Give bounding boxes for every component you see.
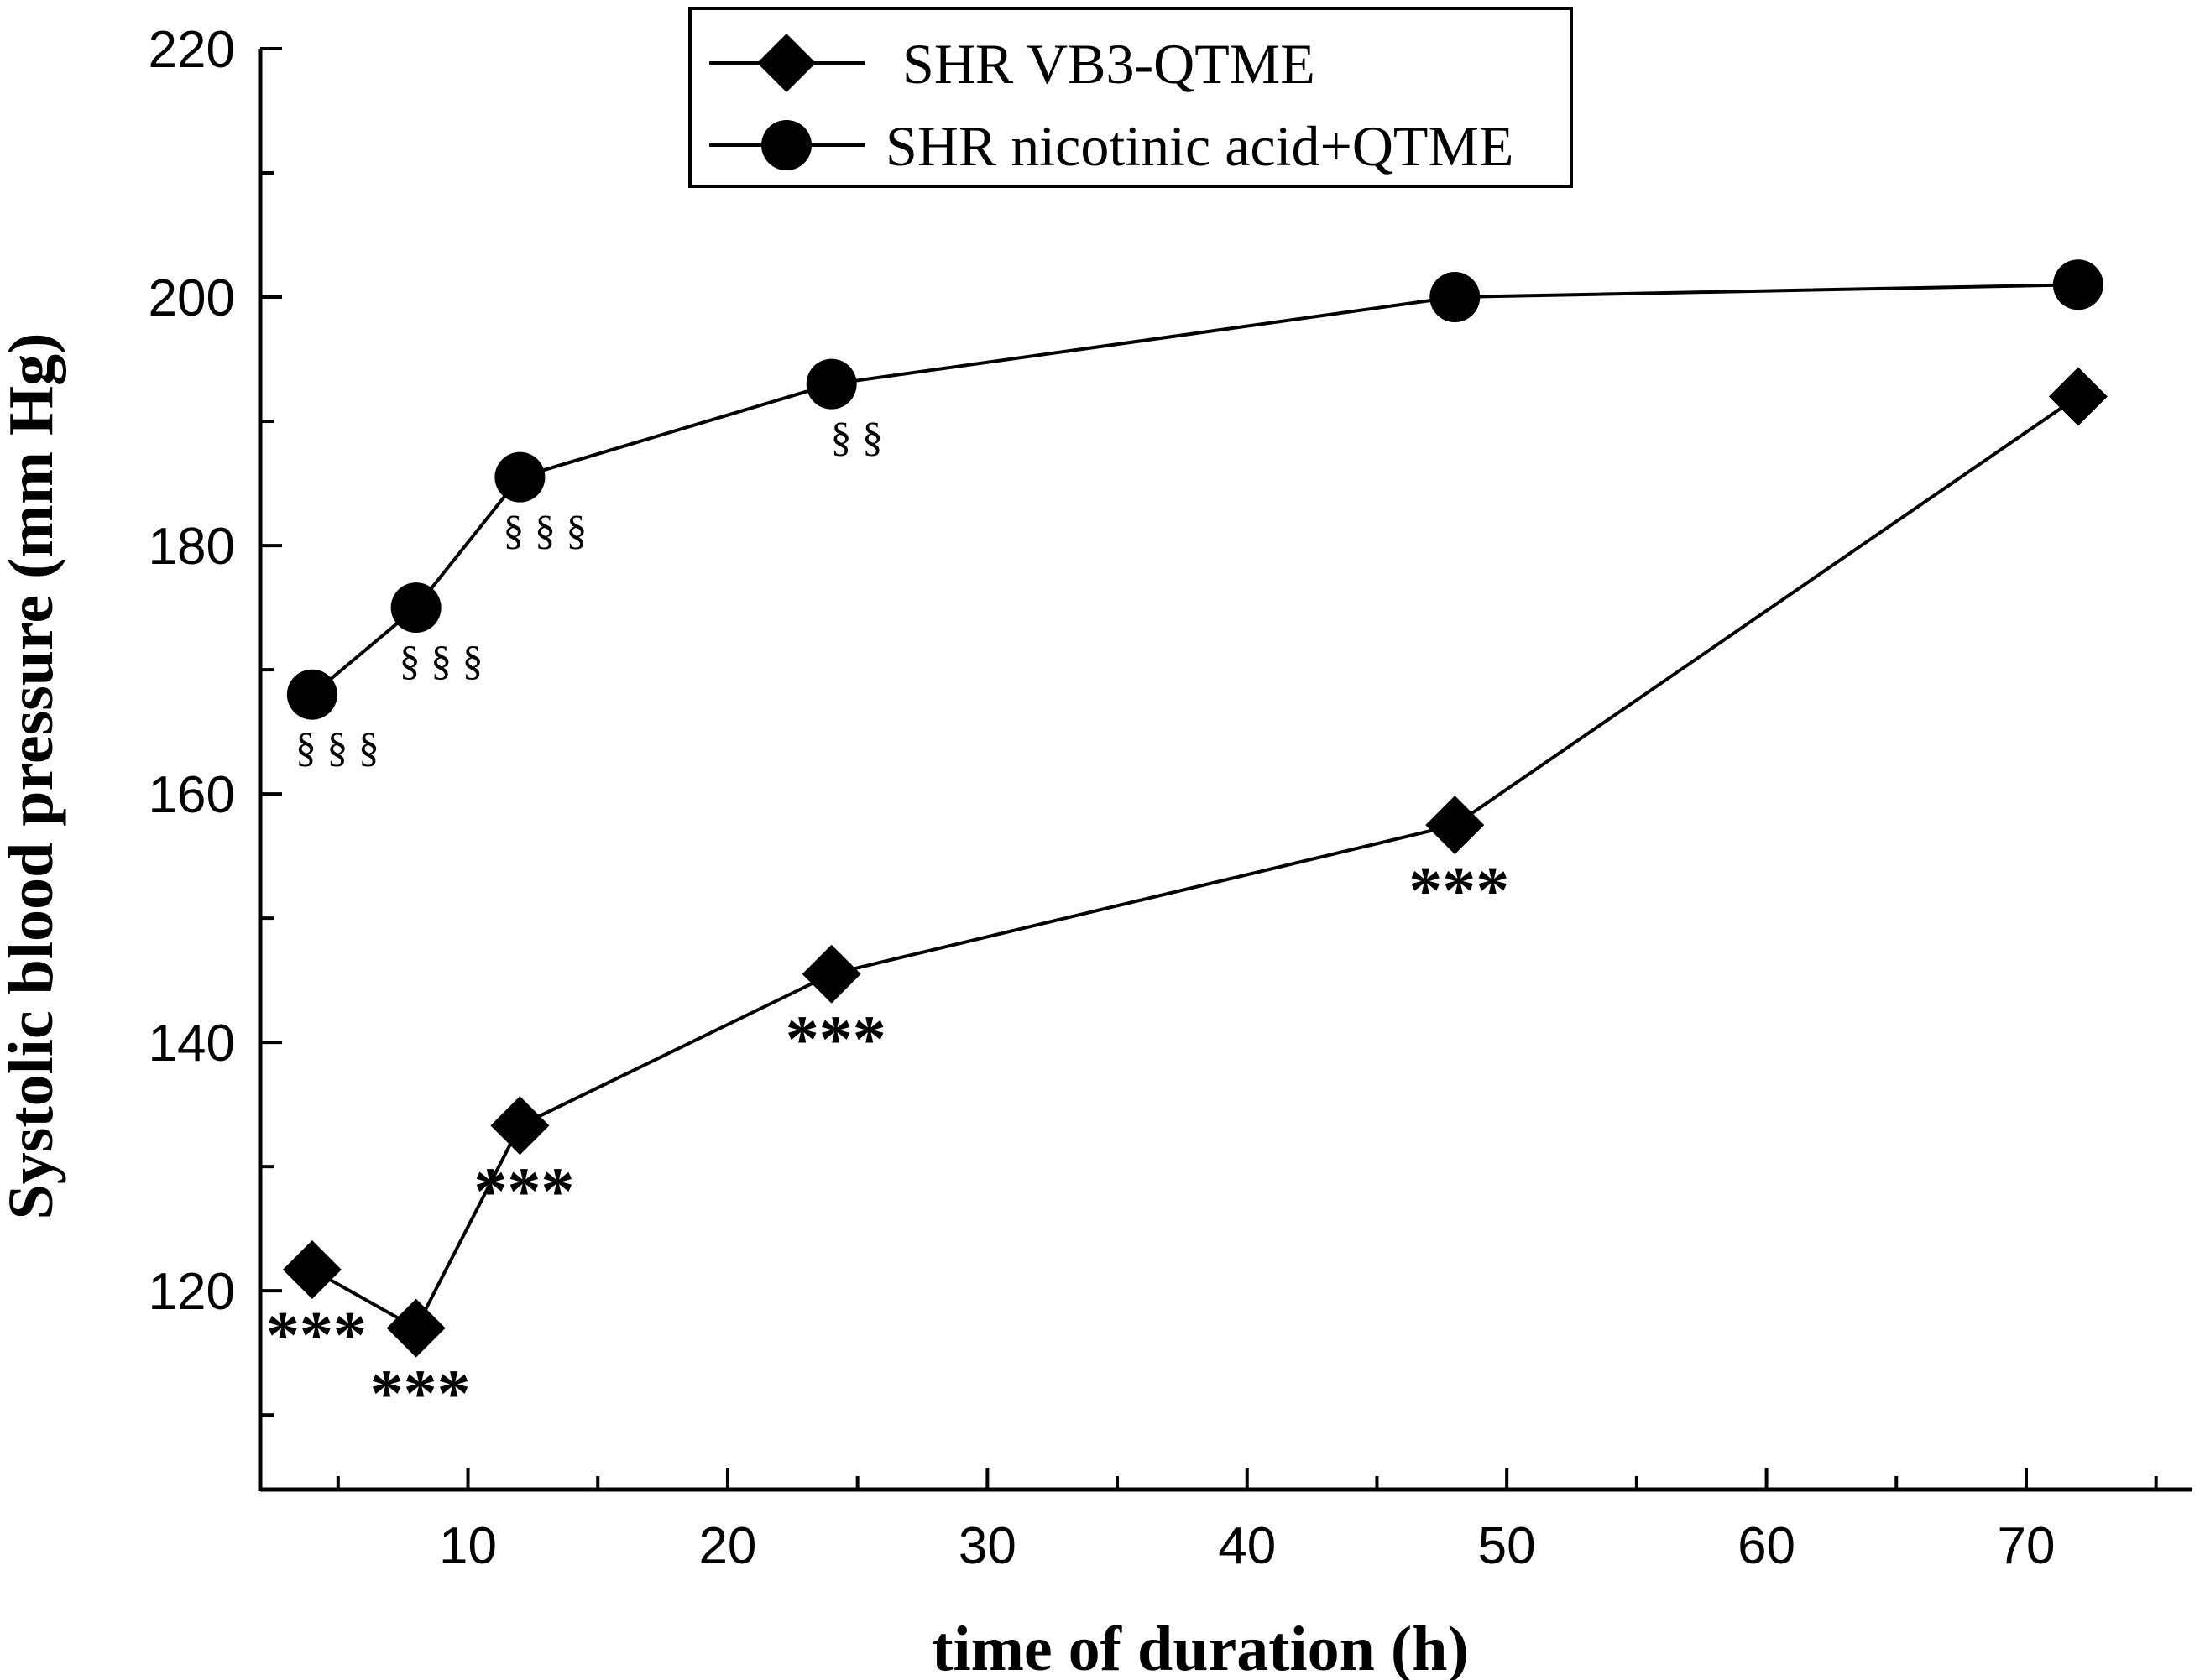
tick-marks — [260, 47, 2158, 1490]
x-tick-label: 60 — [1737, 1517, 1795, 1575]
data-point — [286, 669, 337, 720]
y-axis-title: Systolic blood pressure (mm Hg) — [0, 333, 66, 1220]
data-point — [806, 358, 857, 410]
data-point — [490, 1096, 550, 1156]
legend-marker — [761, 120, 812, 170]
series-1 — [282, 367, 2108, 1358]
legend-label: SHR VB3-QTME — [902, 32, 1315, 96]
legend-marker — [757, 34, 816, 92]
data-point — [1429, 272, 1481, 323]
annotation-layer: ***************§ § §§ § §§ § §§ § — [266, 414, 1509, 1432]
series-layer — [282, 259, 2108, 1358]
x-tick-label: 40 — [1218, 1517, 1276, 1575]
data-point — [2052, 259, 2103, 310]
data-point — [802, 944, 861, 1004]
data-point — [494, 451, 546, 503]
y-tick-label: 140 — [149, 1015, 235, 1072]
y-tick-label: 120 — [149, 1263, 235, 1321]
significance-sections: § § § — [503, 507, 587, 554]
x-tick-label: 10 — [439, 1517, 497, 1575]
significance-sections: § § — [830, 414, 883, 461]
x-tick-label: 30 — [959, 1517, 1016, 1575]
significance-stars: *** — [1408, 854, 1509, 928]
legend-label: SHR nicotinic acid+QTME — [886, 114, 1513, 178]
y-tick-label: 180 — [149, 518, 235, 576]
x-tick-label: 50 — [1478, 1517, 1536, 1575]
y-tick-label: 220 — [149, 21, 235, 79]
y-tick-label: 200 — [149, 269, 235, 327]
series-2 — [286, 259, 2103, 720]
axes — [258, 49, 2192, 1492]
significance-stars: *** — [786, 1004, 886, 1077]
x-tick-label: 20 — [698, 1517, 756, 1575]
y-tick-label: 160 — [149, 766, 235, 824]
significance-stars: *** — [266, 1299, 367, 1373]
data-point — [282, 1240, 342, 1300]
x-axis-title: time of duration (h) — [932, 1614, 1469, 1680]
legend: SHR VB3-QTME SHR nicotinic acid+QTME — [688, 7, 1573, 188]
significance-stars: *** — [473, 1155, 574, 1229]
x-tick-label: 70 — [1997, 1517, 2055, 1575]
data-point — [390, 582, 442, 634]
series-line — [311, 283, 2078, 697]
significance-sections: § § § — [400, 637, 483, 684]
significance-sections: § § § — [295, 724, 379, 771]
data-point — [2048, 367, 2108, 426]
legend-box — [688, 7, 1573, 188]
tick-labels: 10 20 30 40 50 60 70 120 140 160 180 200 220 — [149, 21, 2056, 1575]
data-point — [1425, 796, 1485, 855]
data-point — [386, 1298, 446, 1358]
significance-stars: *** — [370, 1358, 471, 1432]
